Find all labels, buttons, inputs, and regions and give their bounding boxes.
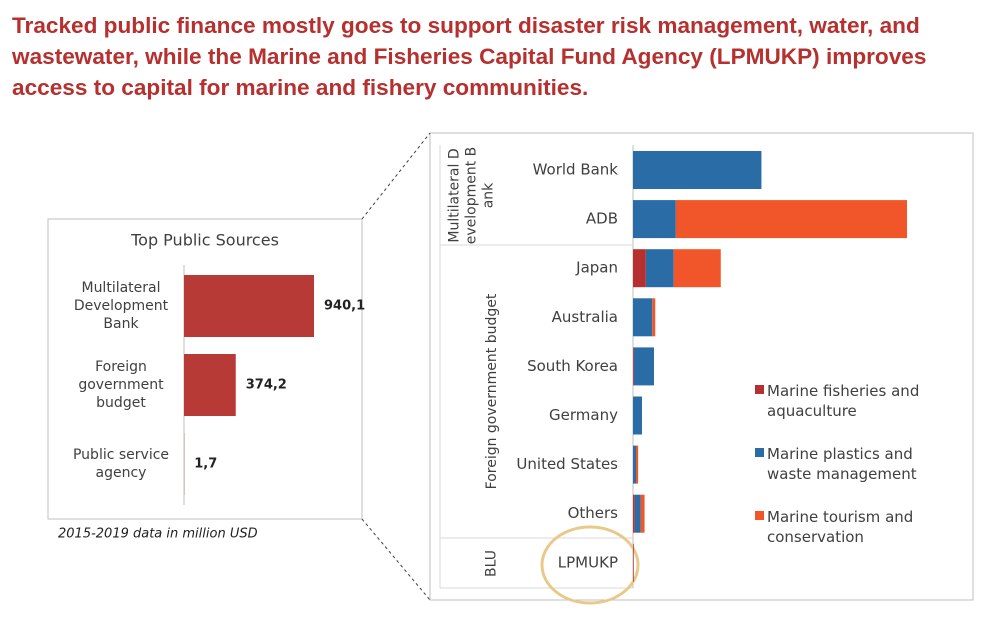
value-label: 374,2 xyxy=(246,378,287,393)
bar-segment xyxy=(633,543,634,582)
zoom-line xyxy=(361,518,431,601)
right-frame xyxy=(429,132,974,601)
bar-segment xyxy=(635,445,639,484)
bar-segment xyxy=(633,396,642,435)
category-label: South Korea xyxy=(527,357,618,375)
category-label: Foreign government budget xyxy=(78,359,164,411)
category-label: ADB xyxy=(586,210,618,228)
annotation: 2015-2019 data in million USD xyxy=(58,527,258,542)
bar-segment xyxy=(633,151,762,189)
bar-segment xyxy=(634,494,641,533)
legend-label: Marine plastics and waste management xyxy=(767,445,917,483)
category-label: Australia xyxy=(552,308,618,326)
bar-segment xyxy=(633,494,635,533)
bar xyxy=(184,354,236,416)
category-label: Others xyxy=(568,504,619,522)
legend-swatch xyxy=(755,385,764,394)
bar-segment xyxy=(633,298,653,337)
legend-swatch xyxy=(755,448,764,457)
bar-segment xyxy=(640,494,645,533)
category-label: Germany xyxy=(549,406,618,424)
category-label: United States xyxy=(516,455,618,473)
group-label: Multilateral Development Bank xyxy=(446,146,497,244)
value-label: 940,1 xyxy=(324,299,365,314)
bar-segment xyxy=(652,298,656,337)
bar-segment xyxy=(633,200,676,239)
category-label: Japan xyxy=(575,259,618,277)
bar-segment xyxy=(675,200,907,239)
bar-segment xyxy=(633,445,636,484)
highlight-circle xyxy=(540,525,640,605)
bar-segment xyxy=(633,249,646,288)
legend-label: Marine fisheries and aquaculture xyxy=(767,382,920,420)
bar-segment xyxy=(633,347,634,386)
category-label: World Bank xyxy=(533,161,619,179)
page-title: Tracked public finance mostly goes to su… xyxy=(12,13,927,100)
bar-segment xyxy=(645,249,674,288)
category-label: LPMUKP xyxy=(558,553,618,571)
zoom-line xyxy=(361,132,431,220)
legend-swatch xyxy=(755,511,764,520)
bar xyxy=(184,275,314,337)
left-frame xyxy=(47,218,363,520)
bar-segment xyxy=(633,347,654,386)
bar-segment xyxy=(673,249,721,288)
category-label: Public service agency xyxy=(72,447,170,481)
group-label: Foreign government budget xyxy=(483,293,500,490)
value-label: 1,7 xyxy=(194,457,217,472)
category-label: Multilateral Development Bank xyxy=(73,280,169,332)
group-label: BLU xyxy=(483,549,500,577)
chart-title: Top Public Sources xyxy=(130,231,279,250)
legend-label: Marine tourism and conservation xyxy=(767,508,914,546)
